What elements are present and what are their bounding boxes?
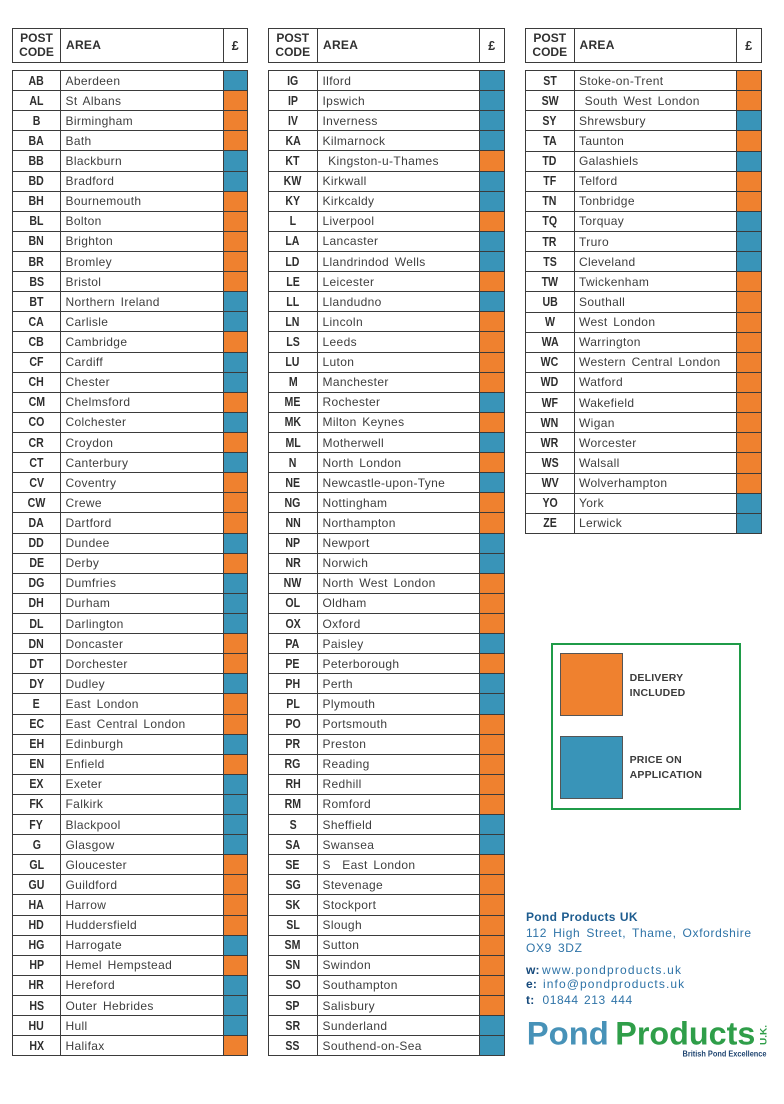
svg-text:British Pond Excellence: British Pond Excellence — [683, 1049, 767, 1059]
svg-text:Products: Products — [615, 1016, 755, 1052]
svg-text:U.K.: U.K. — [759, 1025, 769, 1045]
svg-text:Pond: Pond — [527, 1016, 609, 1052]
